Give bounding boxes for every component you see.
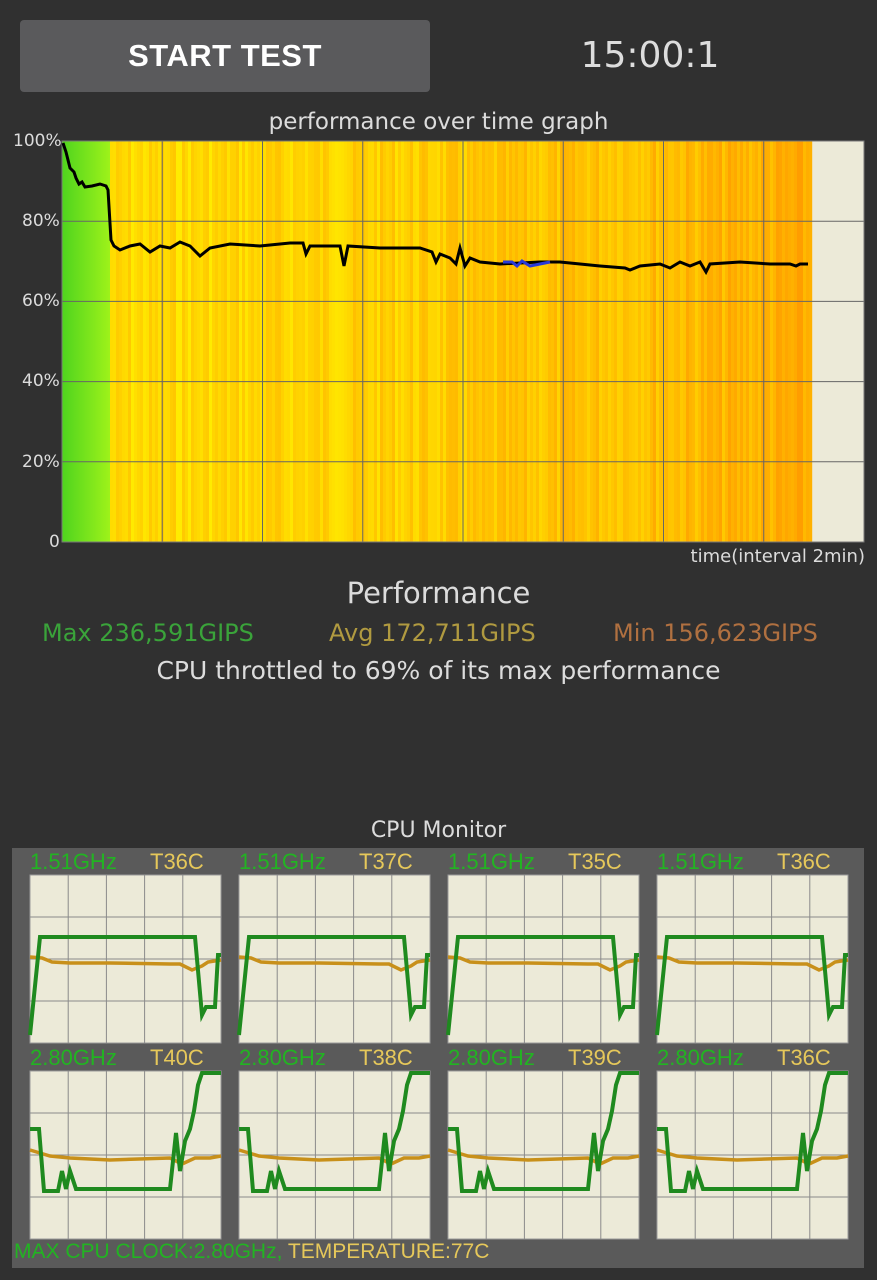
max-temperature: TEMPERATURE:77C — [287, 1240, 490, 1263]
core-2-frequency: 1.51GHz — [239, 849, 326, 874]
frequency-line — [446, 935, 639, 1036]
x-axis-label: time(interval 2min) — [690, 546, 865, 567]
core-graph-4 — [655, 874, 849, 1044]
core-5-frequency: 2.80GHz — [30, 1045, 117, 1070]
core-4-temperature: T36C — [777, 849, 831, 874]
throttle-summary: CPU throttled to 69% of its max performa… — [156, 656, 721, 685]
temperature-line — [447, 1148, 640, 1166]
temperature-line — [656, 955, 849, 972]
temperature-line — [447, 955, 640, 972]
core-5-temperature: T40C — [150, 1045, 204, 1070]
performance-line-highlight — [503, 259, 551, 269]
core-7-frequency: 2.80GHz — [448, 1045, 535, 1070]
y-label-20: 20% — [22, 452, 60, 472]
performance-line — [61, 142, 808, 276]
test-timer: 15:00:1 — [580, 35, 720, 76]
core-7-temperature: T39C — [568, 1045, 622, 1070]
core-graph-6 — [238, 1070, 431, 1240]
temperature-line — [29, 1148, 222, 1166]
y-label-60: 60% — [22, 291, 60, 311]
cpu-summary-footer: MAX CPU CLOCK:2.80GHz, TEMPERATURE:77C — [14, 1240, 489, 1264]
y-label-100: 100% — [13, 131, 62, 151]
performance-graph — [61, 140, 865, 543]
cpu-core-graphs — [28, 874, 849, 1240]
cpu-monitor-panel: 1.51GHz T36C 1.51GHz T37C 1.51GHz T35C 1… — [12, 848, 864, 1268]
core-graph-2 — [237, 874, 431, 1044]
core-3-temperature: T35C — [568, 849, 622, 874]
frequency-line — [448, 1071, 639, 1193]
y-label-80: 80% — [22, 211, 60, 231]
core-1-temperature: T36C — [150, 849, 204, 874]
throttled-region — [110, 141, 813, 542]
core-graph-5 — [29, 1070, 222, 1240]
max-cpu-clock: MAX CPU CLOCK:2.80GHz, — [14, 1240, 283, 1263]
core-3-frequency: 1.51GHz — [448, 849, 535, 874]
graph-title: performance over time graph — [268, 109, 609, 135]
core-8-frequency: 2.80GHz — [657, 1045, 744, 1070]
temperature-line — [656, 1148, 849, 1166]
temperature-line — [29, 955, 222, 972]
temperature-line — [238, 1148, 431, 1166]
startup-region — [62, 141, 110, 542]
performance-heading: Performance — [346, 576, 531, 610]
frequency-line — [655, 935, 848, 1036]
core-graph-1 — [28, 874, 222, 1044]
frequency-line — [237, 935, 430, 1036]
min-performance: Min 156,623GIPS — [613, 619, 818, 647]
core-graph-8 — [656, 1070, 849, 1240]
core-8-temperature: T36C — [777, 1045, 831, 1070]
temperature-line — [238, 955, 431, 972]
core-graph-7 — [447, 1070, 640, 1240]
core-4-frequency: 1.51GHz — [657, 849, 744, 874]
frequency-line — [657, 1071, 848, 1193]
core-2-temperature: T37C — [359, 849, 413, 874]
y-label-40: 40% — [22, 371, 60, 391]
max-performance: Max 236,591GIPS — [42, 619, 254, 647]
y-label-0: 0 — [49, 532, 60, 552]
cpu-monitor-title: CPU Monitor — [370, 818, 507, 843]
frequency-line — [30, 1071, 221, 1193]
core-graph-3 — [446, 874, 640, 1044]
core-6-temperature: T38C — [359, 1045, 413, 1070]
avg-performance: Avg 172,711GIPS — [329, 619, 536, 647]
frequency-line — [239, 1071, 430, 1193]
core-1-frequency: 1.51GHz — [30, 849, 117, 874]
core-6-frequency: 2.80GHz — [239, 1045, 326, 1070]
frequency-line — [28, 935, 221, 1036]
start-test-button[interactable]: START TEST — [20, 20, 430, 92]
